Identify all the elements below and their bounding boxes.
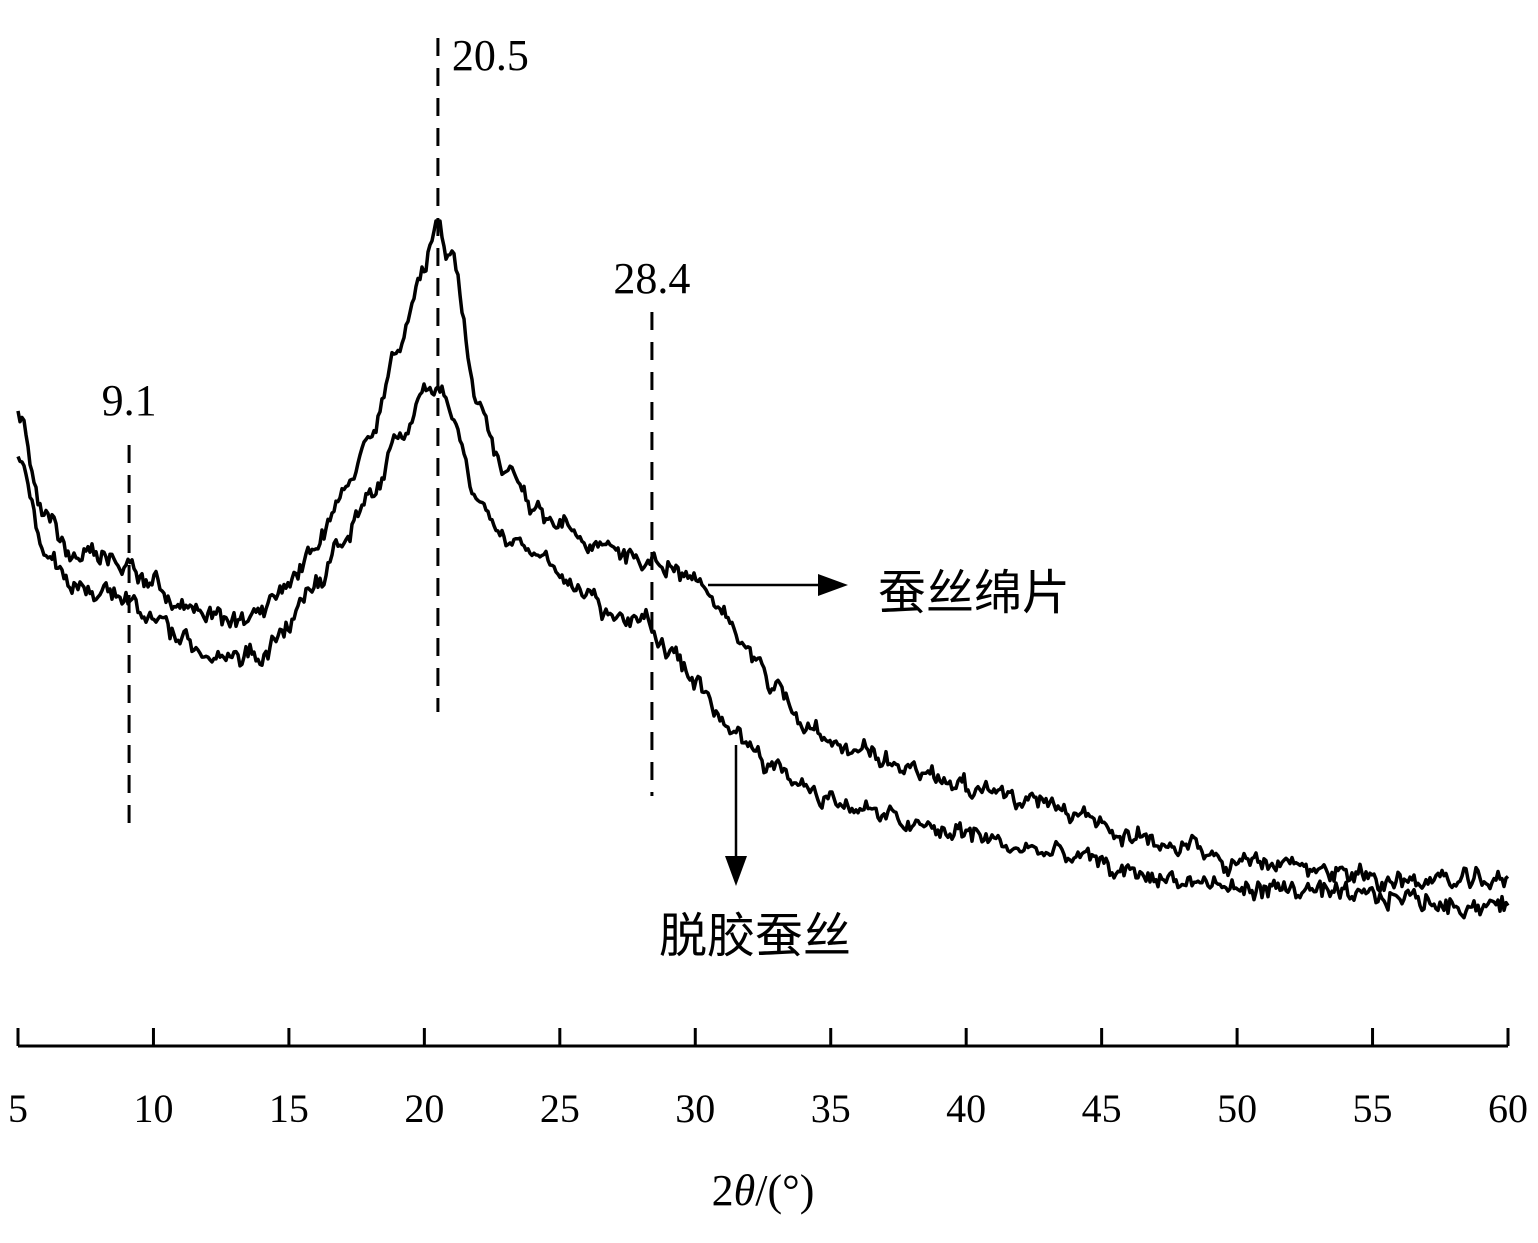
series-0-arrowhead [818,574,848,596]
series-0-label: 蚕丝绵片 [878,565,1070,621]
x-tick-label-15: 15 [269,1086,309,1131]
curves [16,219,1510,920]
series-line-1 [16,382,1510,920]
x-tick-label-10: 10 [133,1086,173,1131]
x-tick-label-25: 25 [540,1086,580,1131]
x-tick-label-5: 5 [8,1086,28,1131]
peak-label-28.4: 28.4 [613,254,690,303]
x-axis: 5 10 15 20 25 30 35 40 45 50 55 60 2θ/(°) [8,1028,1528,1215]
series-labels: 蚕丝绵片 脱胶蚕丝 [659,565,1070,964]
x-tick-label-45: 45 [1082,1086,1122,1131]
x-tick-label-50: 50 [1217,1086,1257,1131]
series-1-arrowhead [725,856,747,886]
x-tick-label-30: 30 [675,1086,715,1131]
x-tick-label-55: 55 [1353,1086,1393,1131]
x-tick-label-20: 20 [404,1086,444,1131]
x-tick-label-40: 40 [946,1086,986,1131]
series-1-label: 脱胶蚕丝 [659,908,851,964]
peak-label-20.5: 20.5 [452,31,529,80]
series-line-0 [16,219,1510,894]
x-ticks: 5 10 15 20 25 30 35 40 45 50 55 60 [8,1028,1528,1131]
x-tick-label-60: 60 [1488,1086,1528,1131]
x-tick-label-35: 35 [811,1086,851,1131]
peak-label-9.1: 9.1 [102,376,157,425]
peak-lines: 9.1 20.5 28.4 [102,31,690,832]
x-axis-label: 2θ/(°) [712,1166,815,1215]
